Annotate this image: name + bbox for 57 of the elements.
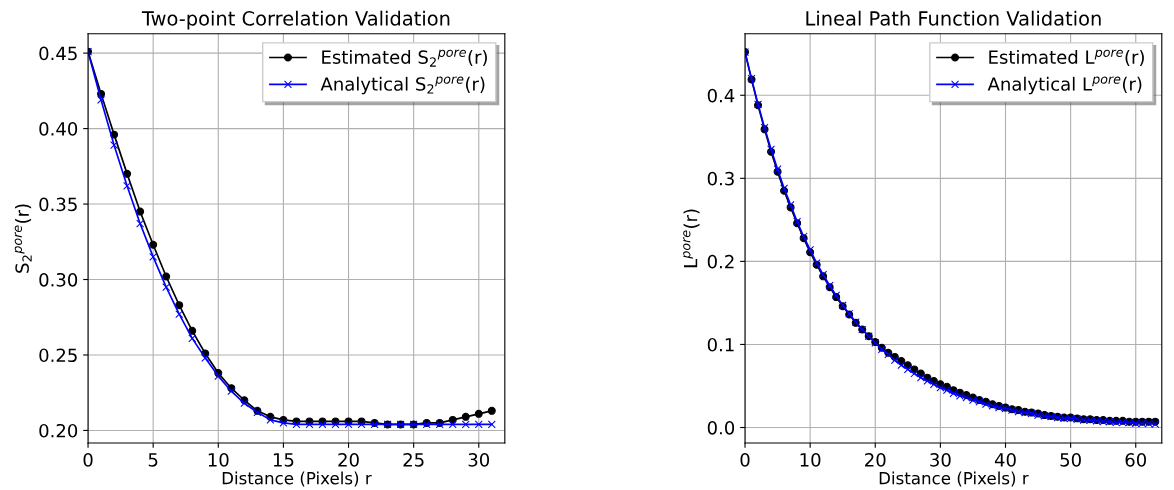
legend-label: Analytical S$_{2}$$^{pore}$(r) <box>320 76 485 95</box>
x-tick-label: 10 <box>800 453 821 467</box>
x-tick-label: 60 <box>1125 453 1147 467</box>
x-tick-label: 30 <box>930 453 951 467</box>
point <box>123 181 132 190</box>
x-axis-title: Distance (Pixels) r <box>222 471 372 487</box>
point <box>487 420 496 429</box>
y-tick-label: 0.30 <box>39 272 78 287</box>
point <box>123 169 132 178</box>
x-axis-title: Distance (Pixels) r <box>879 471 1029 487</box>
x-tick-label: 0 <box>740 453 750 467</box>
point <box>97 95 106 104</box>
y-tick-label: 0.25 <box>39 348 77 363</box>
y-tick-label: 0.2 <box>707 254 734 269</box>
point <box>136 207 145 216</box>
x-tick-label: 40 <box>994 453 1016 467</box>
y-axis-title: L$^{pore}$(r) <box>683 209 700 268</box>
x-tick-label: 15 <box>273 453 294 467</box>
x-tick-label: 10 <box>208 453 229 467</box>
y-tick-label: 0.0 <box>707 420 735 435</box>
y-tick-label: 0.1 <box>707 337 734 352</box>
y-tick-label: 0.35 <box>39 197 77 212</box>
point <box>461 420 470 429</box>
point <box>162 283 171 292</box>
x-tick-label: 20 <box>865 453 886 467</box>
point <box>175 301 184 310</box>
point <box>474 409 483 418</box>
point <box>136 219 145 228</box>
legend-label: Estimated S$_{2}$$^{pore}$(r) <box>322 49 487 67</box>
chart-title: Two-point Correlation Validation <box>141 10 450 30</box>
x-tick-label: 50 <box>1060 453 1081 467</box>
x-tick-label: 30 <box>468 453 490 467</box>
chart-title: Lineal Path Function Validation <box>806 10 1101 26</box>
y-tick-label: 0.40 <box>39 122 78 136</box>
x-tick-label: 20 <box>338 453 359 467</box>
y-tick-label: 0.4 <box>707 88 735 103</box>
point <box>188 326 197 335</box>
point <box>175 310 184 319</box>
point <box>474 420 483 429</box>
y-tick-label: 0.3 <box>707 171 734 186</box>
x-tick-label: 5 <box>148 453 158 467</box>
point <box>188 334 197 343</box>
x-tick-label: 25 <box>403 453 424 467</box>
legend-label: Estimated L$^{pore}$(r) <box>989 49 1144 67</box>
point <box>110 141 119 150</box>
point <box>149 240 158 249</box>
point <box>149 252 158 261</box>
y-axis-title: S$_{2}$$^{pore}$(r) <box>14 204 32 273</box>
y-tick-label: 0.20 <box>39 423 78 438</box>
point <box>461 412 470 421</box>
point <box>487 406 496 415</box>
y-tick-label: 0.45 <box>39 46 77 61</box>
x-tick-label: 0 <box>83 453 93 467</box>
point <box>162 272 171 281</box>
point <box>448 420 457 429</box>
legend-label: Analytical L$^{pore}$(r) <box>987 76 1142 95</box>
point <box>201 354 210 362</box>
